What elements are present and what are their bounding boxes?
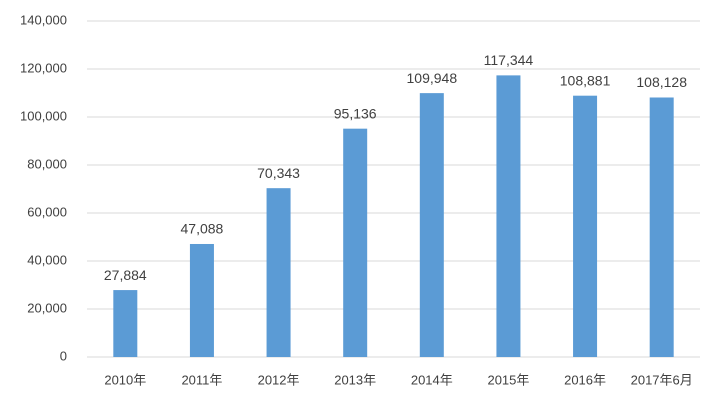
data-label: 108,881	[560, 72, 611, 88]
x-tick-label: 2017年6月	[631, 372, 693, 387]
x-tick-label: 2014年	[411, 372, 453, 387]
data-label: 109,948	[407, 70, 458, 86]
y-tick-label: 60,000	[27, 204, 67, 219]
bar	[343, 128, 368, 357]
data-label: 117,344	[484, 52, 534, 68]
bar	[113, 290, 138, 357]
bar	[496, 75, 521, 358]
data-label: 95,136	[334, 105, 377, 121]
bar	[419, 93, 444, 357]
x-tick-label: 2016年	[564, 372, 606, 387]
y-tick-label: 100,000	[20, 108, 67, 123]
data-label: 27,884	[104, 267, 147, 283]
data-label: 108,128	[636, 74, 687, 90]
x-tick-label: 2012年	[258, 372, 300, 387]
y-tick-label: 20,000	[27, 300, 67, 315]
y-tick-label: 0	[60, 348, 67, 363]
y-tick-label: 40,000	[27, 252, 67, 267]
bar	[189, 243, 214, 357]
data-label: 70,343	[257, 165, 300, 181]
x-tick-label: 2013年	[334, 372, 376, 387]
x-tick-label: 2010年	[104, 372, 146, 387]
y-tick-label: 140,000	[20, 12, 67, 27]
data-label: 47,088	[181, 221, 224, 237]
bar	[266, 188, 291, 357]
y-tick-label: 80,000	[27, 156, 67, 171]
y-tick-label: 120,000	[20, 60, 67, 75]
x-tick-label: 2015年	[487, 372, 529, 387]
bar	[573, 95, 598, 357]
bar	[649, 97, 674, 357]
x-tick-label: 2011年	[181, 372, 222, 387]
